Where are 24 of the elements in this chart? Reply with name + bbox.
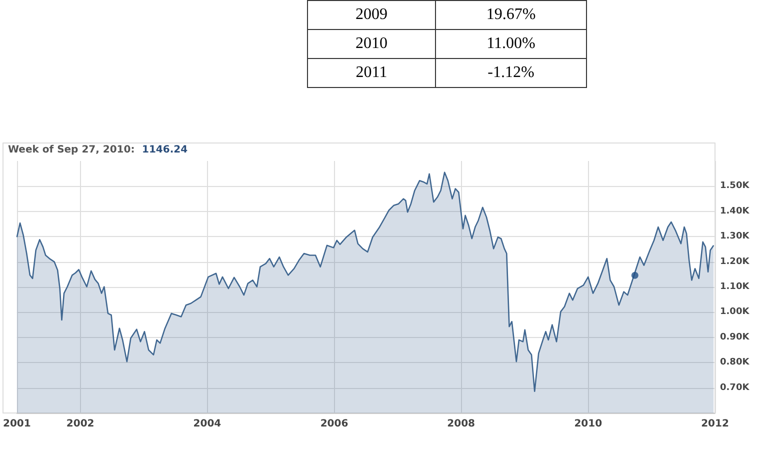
y-tick-label: 1.10K <box>720 282 750 292</box>
x-tick-label: 2010 <box>574 418 602 430</box>
text: 1146.24 <box>142 144 188 156</box>
y-tick-label: 1.30K <box>720 232 750 242</box>
text: -1.12% <box>436 58 586 88</box>
x-tick-label: 2006 <box>320 418 348 430</box>
text: 11.00% <box>436 30 586 58</box>
text: 2010 <box>308 30 436 58</box>
x-tick-label: 2001 <box>2 418 31 430</box>
y-tick-label: 1.40K <box>720 206 750 216</box>
text: 2011 <box>308 58 436 88</box>
text: 19.67% <box>436 0 586 30</box>
y-tick-label: 0.70K <box>720 382 750 393</box>
y-tick-label: 1.00K <box>720 307 750 318</box>
x-tick-label: 2012 <box>701 418 729 430</box>
y-tick-label: 1.20K <box>720 256 750 267</box>
x-tick-label: 2008 <box>447 418 476 430</box>
chart-title: Week of Sep 27, 2010: <box>8 144 135 156</box>
x-tick-label: 2002 <box>66 418 94 430</box>
y-tick-label: 0.80K <box>720 358 750 368</box>
y-tick-label: 1.50K <box>720 181 750 192</box>
y-tick-label: 0.90K <box>720 332 750 342</box>
text: 2009 <box>308 0 436 30</box>
x-tick-label: 2004 <box>193 418 222 430</box>
